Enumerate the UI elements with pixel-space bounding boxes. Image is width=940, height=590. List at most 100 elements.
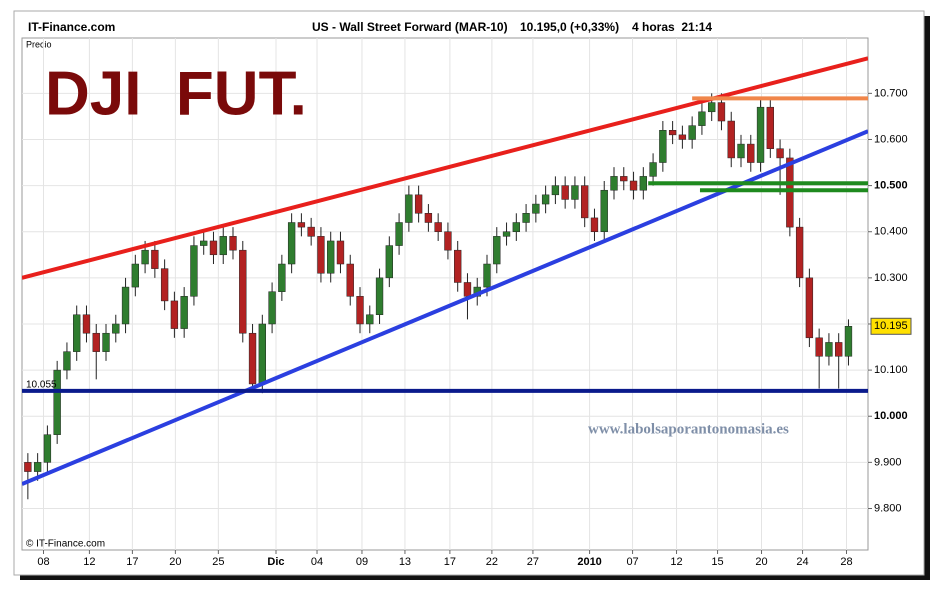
candle-body <box>180 296 188 329</box>
x-tick-label: 08 <box>37 556 49 568</box>
x-tick-label: 17 <box>126 556 138 568</box>
candle-body <box>278 263 286 292</box>
candle-body <box>229 236 237 251</box>
x-tick-label: 15 <box>711 556 723 568</box>
candle-body <box>795 226 804 279</box>
candle-body <box>63 351 71 371</box>
candle-body <box>659 130 667 163</box>
candle-body <box>747 143 755 163</box>
candle-body <box>600 189 608 232</box>
quote: 10.195,0 (+0,33%) <box>520 20 619 34</box>
y-tick-label: 10.600 <box>874 133 908 145</box>
candle-body <box>463 282 472 297</box>
candle-body <box>639 176 647 191</box>
y-tick-label: 10.700 <box>874 87 908 99</box>
x-tick-label: 2010 <box>577 556 601 568</box>
last-price-box <box>870 317 912 335</box>
x-tick-label: 27 <box>527 556 539 568</box>
x-tick-label: 07 <box>626 556 638 568</box>
candle-body <box>766 106 774 149</box>
y-axis-label: Precio <box>26 39 52 49</box>
candle-body <box>405 194 413 223</box>
candle-body <box>454 249 462 283</box>
x-tick-label: 09 <box>356 556 368 568</box>
candle-body <box>24 462 32 472</box>
candle-body <box>424 213 433 223</box>
y-tick-label: 10.100 <box>874 364 908 376</box>
x-tick-label: 28 <box>840 556 852 568</box>
site-name: IT-Finance.com <box>28 20 115 34</box>
candle-body <box>297 222 306 228</box>
candle-body <box>493 236 501 265</box>
x-tick-label: Dic <box>267 556 284 568</box>
candle-body <box>395 222 403 246</box>
candle-body <box>141 249 149 265</box>
candle-body <box>92 332 100 352</box>
candle-body <box>786 157 794 228</box>
x-tick-label: 25 <box>212 556 224 568</box>
instrument: US - Wall Street Forward (MAR-10) <box>312 20 508 34</box>
candle-body <box>307 226 315 237</box>
candle-body <box>776 148 784 159</box>
candle-body <box>737 143 745 159</box>
candle-body <box>53 369 61 435</box>
period: 4 horas 21:14 <box>632 20 712 34</box>
candle-body <box>717 102 726 122</box>
candle-body <box>336 240 345 265</box>
x-tick-label: 24 <box>796 556 808 568</box>
candle-body <box>200 240 208 246</box>
x-tick-label: 13 <box>399 556 411 568</box>
y-tick-label: 9.800 <box>874 502 902 514</box>
candle-body <box>33 462 42 472</box>
candle-body <box>131 263 139 288</box>
candle-body <box>688 125 696 140</box>
candle-body <box>532 203 540 214</box>
candle-body <box>629 180 638 191</box>
watermark: www.labolsaporantonomasia.es <box>588 421 789 437</box>
candle-body <box>581 185 589 219</box>
candle-body <box>444 231 452 251</box>
trend-line <box>22 56 868 280</box>
candle-body <box>815 337 823 357</box>
candle-body <box>727 120 735 159</box>
candle-body <box>170 300 179 329</box>
candle-body <box>434 222 442 232</box>
y-tick-label: 10.000 <box>874 410 908 422</box>
candle-body <box>317 236 325 274</box>
candle-body <box>258 323 266 385</box>
candle-body <box>190 245 198 297</box>
candle-body <box>102 332 110 352</box>
copyright: © IT-Finance.com <box>26 539 105 550</box>
candle-body <box>219 236 227 256</box>
candle-body <box>483 263 491 288</box>
candle-body <box>375 277 384 316</box>
candle-body <box>73 314 81 352</box>
x-tick-label: 12 <box>670 556 682 568</box>
candle-body <box>571 185 579 200</box>
level-label: 10.055 <box>26 380 57 391</box>
x-tick-label: 17 <box>444 556 456 568</box>
candle-body <box>287 222 296 265</box>
x-tick-label: 04 <box>311 556 323 568</box>
candle-body <box>590 217 599 232</box>
candle-body <box>112 323 120 334</box>
candle-body <box>43 434 52 463</box>
candle-body <box>541 194 550 205</box>
candle-body <box>121 286 130 325</box>
candle-body <box>160 268 169 302</box>
candle-body <box>248 332 257 385</box>
y-tick-label: 10.500 <box>874 180 908 192</box>
candle-body <box>356 296 364 325</box>
y-tick-label: 10.400 <box>874 226 908 238</box>
candle-body <box>414 194 423 214</box>
candle-body <box>151 249 159 269</box>
x-tick-label: 20 <box>169 556 181 568</box>
candle-body <box>551 185 560 196</box>
candle-body <box>805 277 814 339</box>
candle-body <box>649 162 657 177</box>
annotation: DJI FUT. <box>45 59 307 128</box>
candle-body <box>512 222 520 232</box>
candle-body <box>561 185 569 200</box>
y-tick-label: 9.900 <box>874 456 902 468</box>
